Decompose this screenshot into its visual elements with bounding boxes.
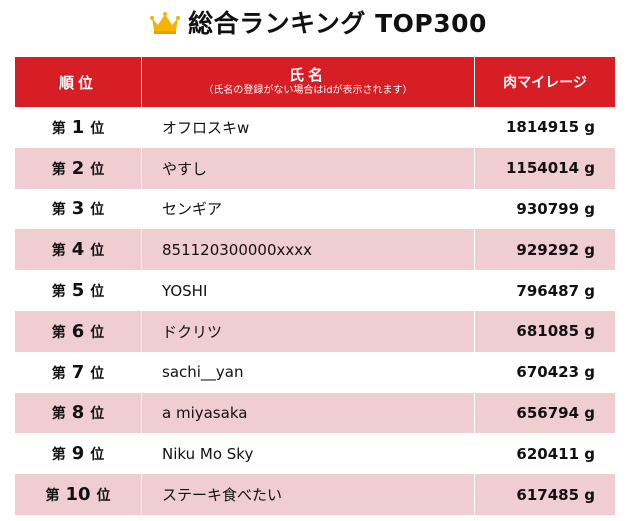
rank-prefix: 第	[51, 406, 66, 423]
name-cell: やすし	[141, 147, 475, 189]
rank-number: 8	[71, 402, 85, 424]
miles-cell: 929292 g	[474, 229, 615, 271]
name-cell: ドクリツ	[141, 310, 475, 352]
table-header-row: 順位 氏名 （氏名の登録がない場合はidが表示されます） 肉マイレージ	[15, 57, 615, 107]
rank-number: 2	[71, 157, 85, 179]
name-cell: 851120300000xxxx	[141, 229, 475, 271]
rank-suffix: 位	[90, 120, 105, 137]
rank-prefix: 第	[51, 202, 66, 219]
rank-suffix: 位	[90, 202, 105, 219]
table-row: 第 7 位 sachi__yan 670423 g	[15, 351, 615, 393]
rank-prefix: 第	[51, 324, 66, 341]
rank-prefix: 第	[45, 488, 60, 505]
rank-prefix: 第	[51, 365, 66, 382]
rank-prefix: 第	[51, 161, 66, 178]
name-cell: センギア	[141, 188, 475, 230]
rank-number: 1	[71, 116, 85, 138]
table-row: 第 3 位センギア 930799 g	[15, 188, 615, 230]
crown-icon	[150, 12, 181, 34]
miles-cell: 1154014 g	[474, 147, 615, 189]
miles-cell: 796487 g	[474, 270, 615, 311]
name-cell: a miyasaka	[141, 392, 475, 434]
rank-suffix: 位	[90, 161, 105, 178]
miles-cell: 670423 g	[474, 351, 615, 393]
name-cell: オフロスキw	[141, 107, 475, 148]
rank-suffix: 位	[90, 447, 105, 464]
table-row: 第 1 位オフロスキw 1814915 g	[15, 107, 615, 148]
miles-cell: 681085 g	[474, 310, 615, 352]
table-row: 第 2 位やすし 1154014 g	[15, 147, 615, 189]
table-row: 第 6 位ドクリツ 681085 g	[15, 310, 615, 352]
rank-number: 3	[71, 198, 85, 220]
rank-number: 9	[71, 443, 85, 465]
rank-prefix: 第	[51, 284, 66, 301]
rank-prefix: 第	[51, 120, 66, 137]
rank-prefix: 第	[51, 243, 66, 260]
rank-number: 5	[71, 280, 85, 302]
rank-suffix: 位	[90, 365, 105, 382]
ranking-table-body: 第 1 位オフロスキw 1814915 g 第 2 位やすし 1154014 g 第 3 位センギア…	[15, 107, 615, 515]
page-title: 総合ランキング TOP300	[188, 9, 487, 38]
rank-number: 4	[71, 239, 85, 261]
name-cell: sachi__yan	[141, 351, 475, 393]
rank-suffix: 位	[90, 284, 105, 301]
column-header-name: 氏名 （氏名の登録がない場合はidが表示されます）	[141, 57, 475, 107]
miles-cell: 656794 g	[474, 392, 615, 434]
table-row: 第 9 位 Niku Mo Sky 620411 g	[15, 433, 615, 475]
miles-cell: 620411 g	[474, 433, 615, 475]
column-header-miles: 肉マイレージ	[474, 57, 615, 107]
column-header-name-label: 氏名	[288, 66, 327, 84]
rank-suffix: 位	[90, 243, 105, 260]
name-cell: YOSHI	[141, 270, 475, 311]
rank-number: 7	[71, 361, 85, 383]
rank-cell: 第 10 位	[15, 474, 142, 515]
name-cell: Niku Mo Sky	[141, 433, 475, 475]
rank-suffix: 位	[90, 406, 105, 423]
table-row: 第 5 位 YOSHI 796487 g	[15, 270, 615, 311]
page-header: 総合ランキング TOP300	[0, 0, 637, 44]
name-cell: ステーキ食べたい	[141, 474, 475, 515]
rank-number: 6	[71, 320, 85, 342]
rank-suffix: 位	[90, 324, 105, 341]
miles-cell: 617485 g	[474, 474, 615, 515]
table-row: 第 4 位 851120300000xxxx 929292 g	[15, 229, 615, 271]
rank-suffix: 位	[96, 488, 111, 505]
rank-number: 10	[65, 484, 91, 506]
miles-cell: 930799 g	[474, 188, 615, 230]
rank-prefix: 第	[51, 447, 66, 464]
column-header-name-note: （氏名の登録がない場合はidが表示されます）	[203, 85, 413, 96]
column-header-rank: 順位	[15, 57, 142, 107]
miles-cell: 1814915 g	[474, 107, 615, 148]
table-row: 第 10 位 ステーキ食べたい 617485 g	[15, 474, 615, 515]
